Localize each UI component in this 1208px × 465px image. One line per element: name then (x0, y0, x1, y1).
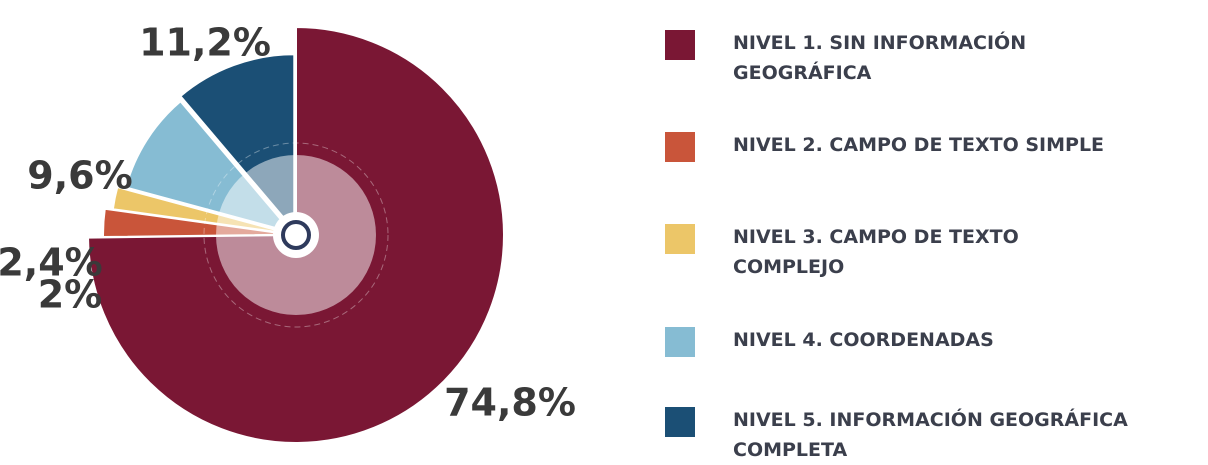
legend-item: NIVEL 4. COORDENADAS (665, 325, 1208, 357)
hub-ring (281, 220, 311, 250)
legend-swatch (665, 224, 695, 254)
legend-item: NIVEL 5. INFORMACIÓN GEOGRÁFICA COMPLETA (665, 405, 1208, 465)
chart: 74,8% 2,4%2% 9,6% 11,2% (0, 21, 576, 444)
legend-label: NIVEL 3. CAMPO DE TEXTO COMPLEJO (733, 226, 1019, 278)
value-label: 11,2% (139, 21, 271, 65)
legend-label: NIVEL 5. INFORMACIÓN GEOGRÁFICA COMPLETA (733, 409, 1128, 461)
legend-label: NIVEL 1. SIN INFORMACIÓN GEOGRÁFICA (733, 32, 1027, 84)
value-label: 9,6% (27, 154, 132, 198)
value-label: 2% (38, 273, 103, 317)
value-label: 74,8% (444, 381, 576, 425)
hub (273, 212, 319, 258)
legend-swatch (665, 132, 695, 162)
legend-swatch (665, 327, 695, 357)
inner-ring (203, 142, 389, 328)
legend-item: NIVEL 3. CAMPO DE TEXTO COMPLEJO (665, 222, 1063, 282)
value-label: 2,4% (0, 241, 103, 285)
legend-item: NIVEL 1. SIN INFORMACIÓN GEOGRÁFICA (665, 28, 1063, 88)
legend-swatch (665, 407, 695, 437)
pie-slice (87, 25, 505, 444)
legend-label: NIVEL 2. CAMPO DE TEXTO SIMPLE (733, 134, 1105, 156)
legend-item: NIVEL 2. CAMPO DE TEXTO SIMPLE (665, 130, 1208, 162)
legend-label: NIVEL 4. COORDENADAS (733, 329, 994, 351)
legend-swatch (665, 30, 695, 60)
